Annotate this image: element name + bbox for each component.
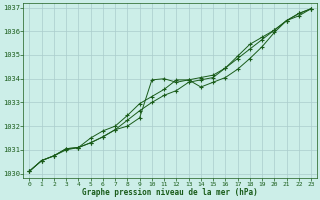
X-axis label: Graphe pression niveau de la mer (hPa): Graphe pression niveau de la mer (hPa) bbox=[82, 188, 258, 197]
